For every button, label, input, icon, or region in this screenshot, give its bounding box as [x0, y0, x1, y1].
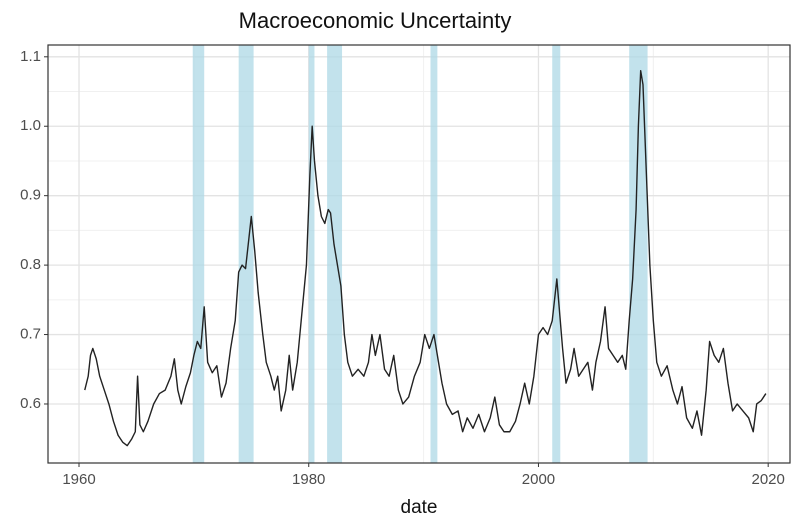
- recession-band: [238, 45, 254, 463]
- x-tick-label: 1960: [62, 471, 95, 488]
- recession-band: [192, 45, 205, 463]
- x-tick-label: 1980: [292, 471, 325, 488]
- y-tick-label: 0.6: [20, 395, 41, 412]
- y-tick-label: 0.8: [20, 256, 41, 273]
- x-axis-label: date: [401, 497, 438, 518]
- x-tick-label: 2020: [751, 471, 784, 488]
- chart-title: Macroeconomic Uncertainty: [239, 8, 512, 33]
- y-tick-label: 0.9: [20, 187, 41, 204]
- y-tick-label: 0.7: [20, 326, 41, 343]
- recession-band: [629, 45, 648, 463]
- recession-band: [552, 45, 561, 463]
- y-tick-label: 1.1: [20, 48, 41, 65]
- plot-border: [47, 44, 791, 464]
- recession-band: [308, 45, 315, 463]
- recession-band: [430, 45, 438, 463]
- data-line: [84, 69, 767, 447]
- x-tick-label: 2000: [522, 471, 555, 488]
- y-tick-label: 1.0: [20, 117, 41, 134]
- recession-band: [327, 45, 343, 463]
